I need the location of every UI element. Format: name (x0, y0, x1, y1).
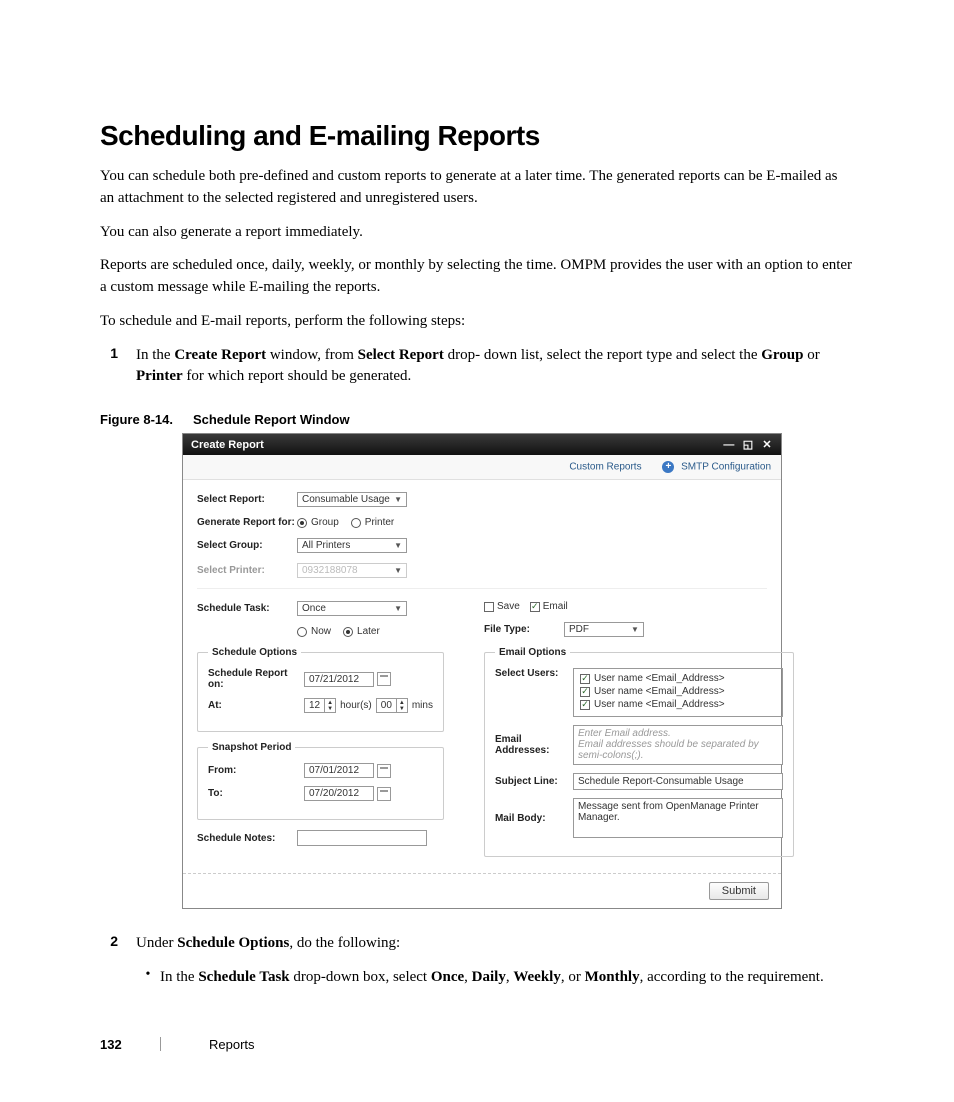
mail-body-input[interactable]: Message sent from OpenManage Printer Man… (573, 798, 783, 838)
at-label: At: (208, 700, 304, 711)
schedule-task-dropdown[interactable]: Once▼ (297, 601, 407, 616)
step-1-num: 1 (100, 345, 136, 389)
calendar-icon[interactable] (377, 672, 391, 686)
calendar-icon[interactable] (377, 764, 391, 778)
step-1: 1 In the Create Report window, from Sele… (100, 345, 854, 389)
select-report-label: Select Report: (197, 494, 297, 505)
close-icon[interactable]: ✕ (761, 438, 773, 451)
min-spinner[interactable]: 00▲▼ (376, 698, 408, 713)
smtp-config-link[interactable]: SMTP Configuration (681, 462, 771, 473)
window-toolbar: Custom Reports + SMTP Configuration (183, 455, 781, 480)
schedule-on-label: Schedule Report on: (208, 668, 304, 690)
from-label: From: (208, 765, 304, 776)
schedule-notes-input[interactable] (297, 830, 427, 846)
email-options-fieldset: Email Options Select Users: ✓User name <… (484, 647, 794, 857)
select-printer-dropdown: 0932188078▼ (297, 563, 407, 578)
bullet-body: In the Schedule Task drop-down box, sele… (160, 967, 854, 989)
figure-caption: Figure 8-14.Schedule Report Window (100, 412, 854, 427)
filetype-label: File Type: (484, 624, 564, 635)
snapshot-period-legend: Snapshot Period (208, 742, 295, 753)
hour-spinner[interactable]: 12▲▼ (304, 698, 336, 713)
mail-body-label: Mail Body: (495, 813, 573, 824)
subject-input[interactable]: Schedule Report-Consumable Usage (573, 773, 783, 790)
to-label: To: (208, 788, 304, 799)
subject-label: Subject Line: (495, 776, 573, 787)
schedule-options-fieldset: Schedule Options Schedule Report on: 07/… (197, 647, 444, 732)
intro-para-3: Reports are scheduled once, daily, weekl… (100, 255, 854, 299)
custom-reports-link[interactable]: Custom Reports (569, 462, 641, 473)
bullet-1: • In the Schedule Task drop-down box, se… (136, 967, 854, 989)
snapshot-period-fieldset: Snapshot Period From: 07/01/2012 To: 07/… (197, 742, 444, 820)
maximize-icon[interactable]: ◱ (742, 438, 754, 451)
select-group-dropdown[interactable]: All Printers▼ (297, 538, 407, 553)
intro-para-2: You can also generate a report immediate… (100, 222, 854, 244)
chevron-down-icon: ▼ (394, 566, 402, 575)
bullet-dot: • (136, 967, 160, 989)
submit-button[interactable]: Submit (709, 882, 769, 900)
page-footer: 132 Reports (100, 1037, 854, 1052)
save-checkbox[interactable]: Save (484, 601, 520, 612)
schedule-report-window: Create Report — ◱ ✕ Custom Reports + SMT… (182, 433, 782, 909)
schedule-task-label: Schedule Task: (197, 603, 297, 614)
intro-para-1: You can schedule both pre-defined and cu… (100, 166, 854, 210)
plus-icon[interactable]: + (662, 461, 674, 473)
page-number: 132 (100, 1037, 160, 1052)
group-radio[interactable]: Group (297, 517, 339, 528)
window-buttons: — ◱ ✕ (719, 438, 773, 451)
window-title: Create Report (191, 439, 264, 451)
page-heading: Scheduling and E-mailing Reports (100, 120, 854, 152)
schedule-options-legend: Schedule Options (208, 647, 301, 658)
select-group-label: Select Group: (197, 540, 297, 551)
email-options-legend: Email Options (495, 647, 570, 658)
select-users-box[interactable]: ✓User name <Email_Address> ✓User name <E… (573, 668, 783, 717)
window-titlebar: Create Report — ◱ ✕ (183, 434, 781, 455)
chevron-down-icon: ▼ (394, 495, 402, 504)
to-input[interactable]: 07/20/2012 (304, 786, 374, 801)
chevron-down-icon: ▼ (631, 625, 639, 634)
later-radio[interactable]: Later (343, 626, 380, 637)
select-report-dropdown[interactable]: Consumable Usage▼ (297, 492, 407, 507)
email-addresses-input[interactable]: Enter Email address. Email addresses sho… (573, 725, 783, 765)
email-checkbox[interactable]: ✓Email (530, 601, 568, 612)
schedule-on-input[interactable]: 07/21/2012 (304, 672, 374, 687)
filetype-dropdown[interactable]: PDF▼ (564, 622, 644, 637)
step-2-num: 2 (100, 933, 136, 955)
schedule-notes-label: Schedule Notes: (197, 833, 297, 844)
chevron-down-icon: ▼ (394, 541, 402, 550)
step-2-body: Under Schedule Options, do the following… (136, 933, 854, 955)
step-2: 2 Under Schedule Options, do the followi… (100, 933, 854, 955)
chevron-down-icon: ▼ (394, 604, 402, 613)
now-radio[interactable]: Now (297, 626, 331, 637)
footer-section: Reports (209, 1037, 255, 1052)
email-addresses-label: Email Addresses: (495, 734, 573, 756)
select-printer-label: Select Printer: (197, 565, 297, 576)
step-1-body: In the Create Report window, from Select… (136, 345, 854, 389)
minimize-icon[interactable]: — (723, 439, 735, 451)
select-users-label: Select Users: (495, 668, 573, 679)
generate-for-label: Generate Report for: (197, 517, 297, 528)
calendar-icon[interactable] (377, 787, 391, 801)
from-input[interactable]: 07/01/2012 (304, 763, 374, 778)
intro-para-4: To schedule and E-mail reports, perform … (100, 311, 854, 333)
printer-radio[interactable]: Printer (351, 517, 394, 528)
